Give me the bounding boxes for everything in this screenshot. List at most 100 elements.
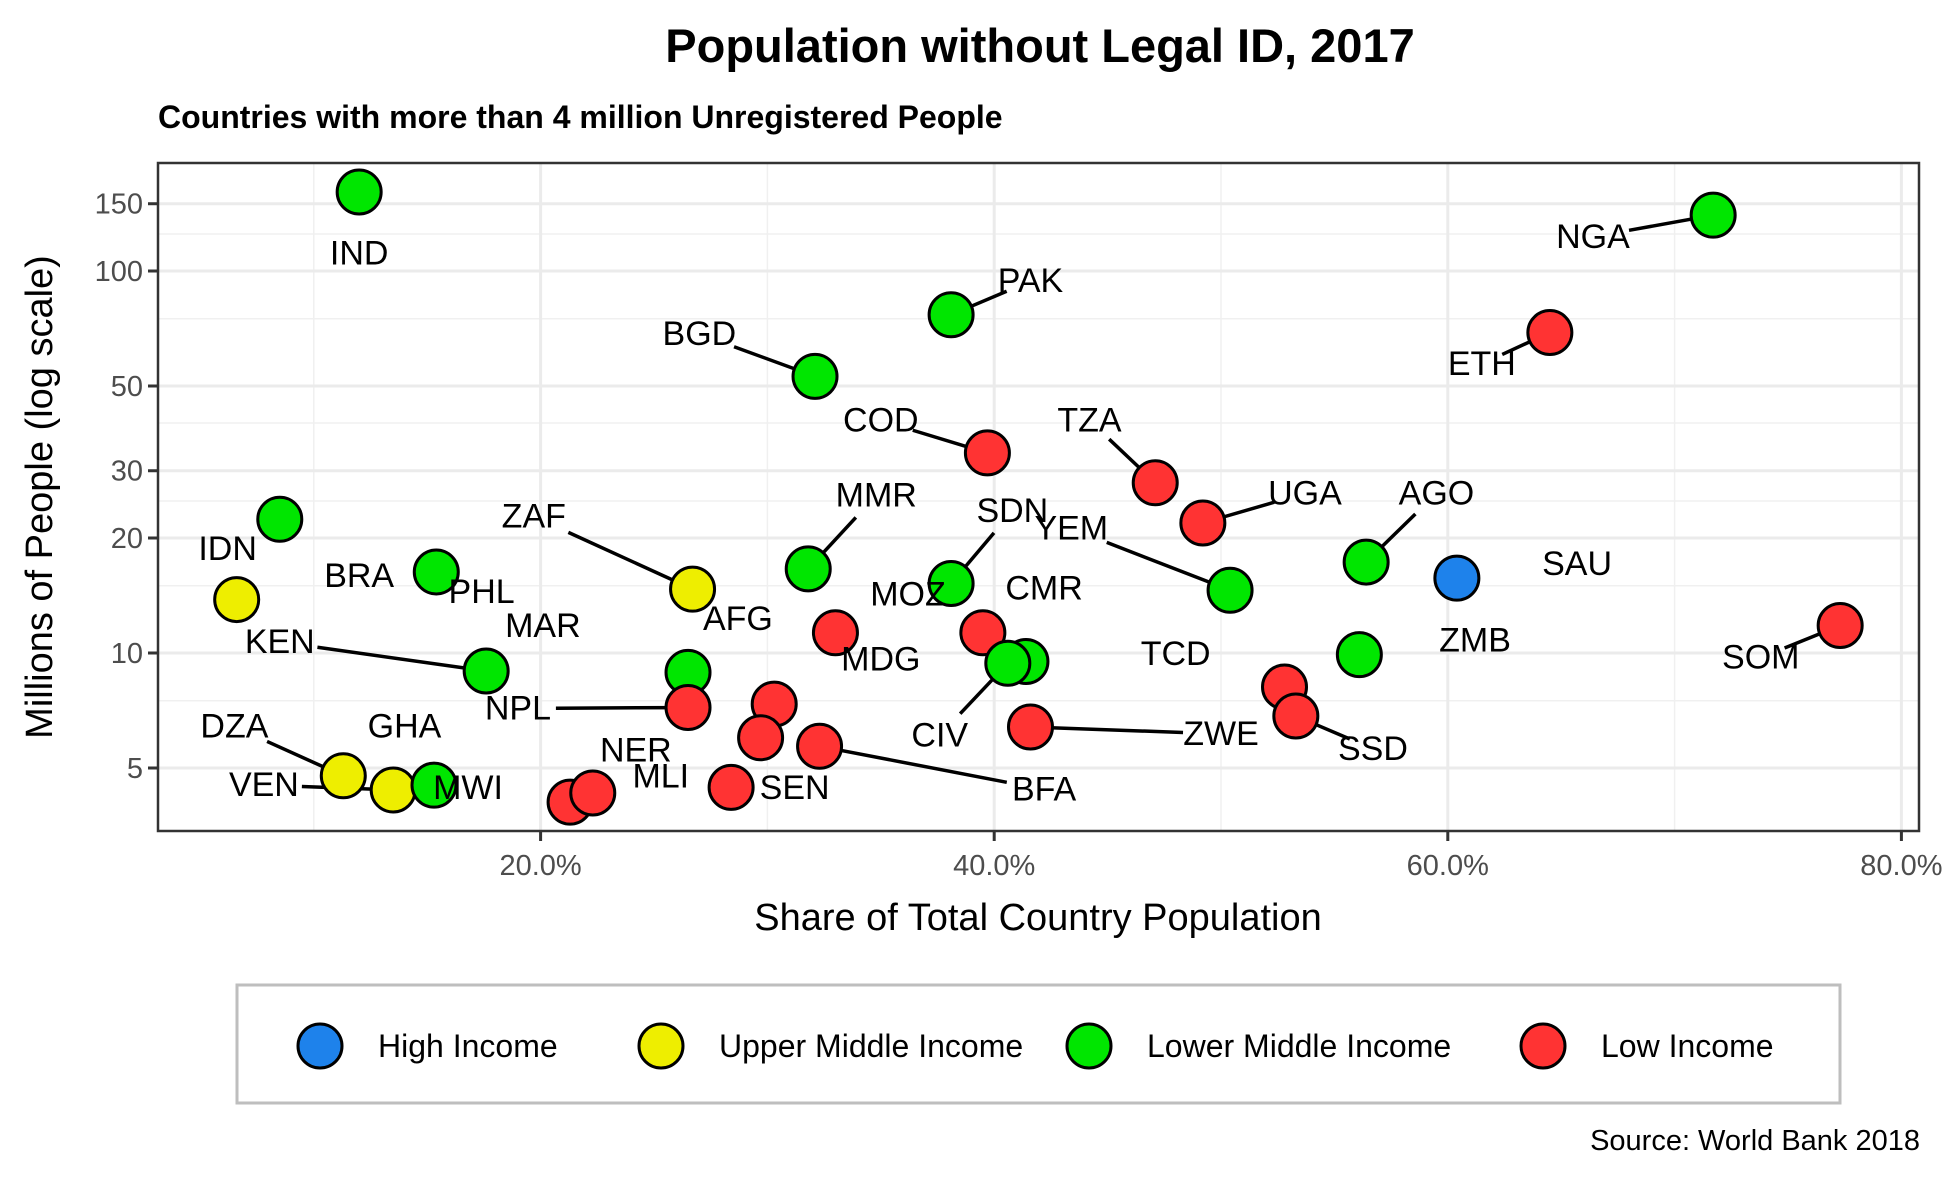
legend-box <box>235 983 1842 1105</box>
data-point-ner <box>737 714 785 762</box>
y-axis-title: Millions of People (log scale) <box>19 255 61 739</box>
data-point-sdn <box>927 560 975 608</box>
data-points: IND NGA PAK ETH BGD COD TZA UGA IDN BRA PHL ZAF MMR S… <box>198 168 1864 826</box>
y-tick-label: 30 <box>111 456 143 488</box>
data-point-sen <box>707 763 755 811</box>
data-point-tza <box>1131 459 1179 507</box>
x-tick-label: 40.0% <box>953 850 1035 882</box>
point-label: SSD <box>1338 730 1408 768</box>
chart-subtitle: Countries with more than 4 million Unreg… <box>158 99 1003 135</box>
point-label: KEN <box>245 623 315 661</box>
point-label: IDN <box>198 530 257 568</box>
data-point-cod <box>963 429 1011 477</box>
point-label: VEN <box>229 766 299 804</box>
point-label: SEN <box>760 769 830 807</box>
point-label: UGA <box>1268 474 1342 512</box>
data-point-eth <box>1526 309 1574 357</box>
point-label: NPL <box>485 689 551 727</box>
plot-border <box>156 161 1921 833</box>
data-point-zaf <box>669 565 717 613</box>
data-point-mmr <box>784 545 832 593</box>
point-label: TZA <box>1057 402 1122 440</box>
point-label: IND <box>330 234 389 272</box>
data-point-civ <box>984 639 1032 687</box>
y-tick-label: 20 <box>111 523 143 555</box>
data-point-moz <box>811 609 859 657</box>
data-point-ven <box>369 766 417 814</box>
legend-label: Low Income <box>1601 1028 1774 1064</box>
data-point-npl <box>664 683 712 731</box>
point-label: AFG <box>703 600 773 638</box>
point-label: TCD <box>1141 635 1211 673</box>
data-point-zwe <box>1006 703 1054 751</box>
point-label: DZA <box>200 708 268 746</box>
label-leader-line <box>567 530 683 586</box>
data-point-ind <box>335 168 383 216</box>
source-caption: Source: World Bank 2018 <box>1590 1125 1920 1157</box>
legend-swatch-low <box>1519 1022 1567 1070</box>
point-label: PHL <box>449 573 515 611</box>
data-point-pak <box>927 291 975 339</box>
legend-label: Upper Middle Income <box>719 1028 1023 1064</box>
data-point-yem <box>1206 566 1254 614</box>
data-point-ago <box>1342 538 1390 586</box>
data-point-zmb <box>1335 631 1383 679</box>
point-label: CMR <box>1005 570 1082 608</box>
point-label: MWI <box>433 769 503 807</box>
point-label: MAR <box>505 607 581 645</box>
chart-title: Population without Legal ID, 2017 <box>665 19 1414 72</box>
data-point-bra <box>213 576 261 624</box>
point-label: SOM <box>1722 639 1799 677</box>
data-point-mdg <box>959 609 1007 657</box>
point-label: MOZ <box>870 576 946 614</box>
data-point-som <box>1816 602 1864 650</box>
data-point-phl <box>412 548 460 596</box>
y-tick-label: 100 <box>95 256 143 288</box>
point-label: CIV <box>911 716 968 754</box>
point-label: NER <box>600 731 672 769</box>
y-tick-label: 150 <box>95 189 143 221</box>
data-point-uga <box>1179 499 1227 547</box>
point-label: NGA <box>1556 218 1630 256</box>
point-label: AGO <box>1399 474 1475 512</box>
y-axis: 5 10 20 30 50 100 150 <box>95 189 158 785</box>
legend-label: High Income <box>378 1028 558 1064</box>
legend-swatch-high <box>296 1022 344 1070</box>
y-tick-label: 50 <box>111 371 143 403</box>
x-tick-label: 60.0% <box>1407 850 1489 882</box>
legend-swatch-upper <box>637 1022 685 1070</box>
data-point-ssd <box>1272 692 1320 740</box>
label-leader-line <box>555 705 677 710</box>
point-label: PAK <box>998 262 1064 300</box>
data-point-mli <box>569 769 617 817</box>
point-label: BFA <box>1012 771 1077 809</box>
point-label: GHA <box>368 708 442 746</box>
point-label: SAU <box>1542 545 1612 583</box>
point-label: ZAF <box>502 498 566 536</box>
point-label: ZWE <box>1183 715 1259 753</box>
point-label: BRA <box>324 557 394 595</box>
x-axis-title: Share of Total Country Population <box>754 897 1322 939</box>
point-label: YEM <box>1034 510 1108 548</box>
label-leader-line <box>317 645 472 671</box>
x-tick-label: 20.0% <box>499 850 581 882</box>
x-tick-label: 80.0% <box>1860 850 1942 882</box>
data-point-sau <box>1433 554 1481 602</box>
data-point-bfa <box>796 722 844 770</box>
y-tick-label: 5 <box>127 753 143 785</box>
label-leader-line <box>1106 540 1220 588</box>
point-label: SDN <box>976 492 1048 530</box>
data-point-idn <box>256 495 304 543</box>
point-label: BGD <box>663 315 737 353</box>
legend-label: Lower Middle Income <box>1147 1028 1451 1064</box>
y-tick-label: 10 <box>111 638 143 670</box>
x-axis: 20.0% 40.0% 60.0% 80.0% <box>499 831 1943 882</box>
data-point-ken <box>462 647 510 695</box>
point-label: MDG <box>841 640 920 678</box>
legend: High Income Upper Middle Income Lower Midd… <box>235 983 1842 1105</box>
data-point-bgd <box>791 352 839 400</box>
point-label: MLI <box>632 757 689 795</box>
label-leader-line <box>834 747 1008 785</box>
data-point-gha <box>410 761 458 809</box>
